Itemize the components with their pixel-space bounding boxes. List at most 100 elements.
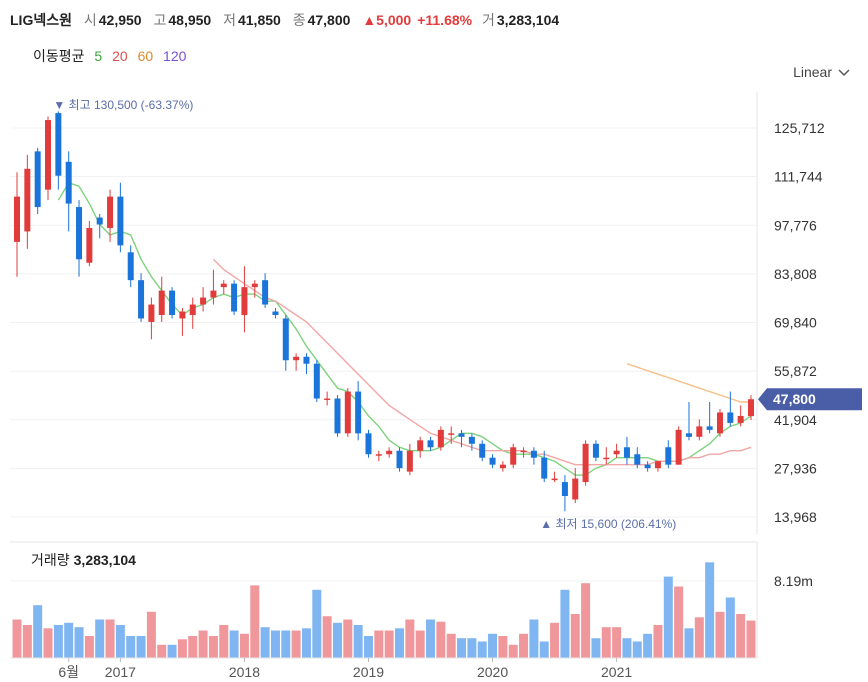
volume-bar: [281, 630, 291, 658]
candle: [685, 402, 692, 441]
scale-select[interactable]: Linear: [793, 64, 850, 80]
candle-body: [76, 207, 83, 260]
candle: [541, 450, 548, 483]
volume-bar: [426, 619, 436, 658]
low-value: 41,850: [237, 12, 281, 28]
change-value: ▲5,000: [362, 12, 412, 28]
x-tick-label: 2019: [353, 664, 384, 680]
candle: [510, 443, 517, 469]
candle-body: [468, 436, 475, 444]
candle-body: [34, 151, 41, 208]
volume-bar: [126, 636, 136, 658]
ma-legend-5[interactable]: 5: [94, 48, 103, 64]
volume-bar: [736, 614, 746, 658]
candle: [479, 440, 486, 462]
ma-legend-60[interactable]: 60: [137, 48, 154, 64]
candle: [696, 419, 703, 441]
x-tick-label: 2021: [601, 664, 632, 680]
candle: [282, 314, 289, 371]
candle: [169, 287, 176, 319]
change-percent: +11.68%: [417, 12, 473, 28]
candle-body: [603, 457, 610, 460]
volume-label: 거: [481, 12, 495, 28]
candle-body: [158, 290, 165, 315]
volume-bar: [353, 625, 363, 658]
candle: [582, 440, 589, 486]
volume-bar: [74, 627, 84, 658]
candle: [86, 220, 93, 267]
candle-body: [706, 426, 713, 430]
candle: [127, 245, 134, 288]
candle-body: [324, 398, 331, 401]
candle-body: [241, 287, 248, 315]
candle-body: [210, 290, 217, 298]
candle: [458, 429, 465, 448]
current-price-tag: 47,800: [758, 388, 862, 411]
candle: [210, 269, 217, 305]
low-label: 저: [223, 12, 236, 28]
candle-body: [541, 457, 548, 479]
x-tick-label: 2020: [477, 664, 508, 680]
candle-body: [355, 391, 362, 434]
candle: [24, 154, 31, 249]
volume-bar: [84, 636, 94, 658]
annotations: ▼ 최고 130,500 (-63.37%) ▲ 최저 15,600 (206.4…: [53, 98, 676, 531]
candles: [14, 111, 754, 512]
volume-bar: [467, 638, 477, 658]
price-tag-shape: [758, 388, 862, 411]
price-tag-label: 47,800: [773, 391, 816, 407]
volume-bar: [446, 633, 456, 658]
candle-body: [282, 318, 289, 361]
candle: [530, 447, 537, 465]
candle: [76, 200, 83, 277]
candle-body: [685, 433, 692, 437]
candle: [138, 273, 145, 322]
volume-bar: [663, 576, 673, 658]
max-price-annotation: ▼ 최고 130,500 (-63.37%): [53, 98, 193, 112]
y-tick-label: 83,808: [774, 266, 817, 282]
candle-body: [437, 429, 444, 448]
x-tick-label: 6월: [58, 664, 79, 680]
volume-bar: [415, 630, 425, 658]
volume-bar: [229, 630, 239, 658]
volume-bar: [12, 619, 22, 658]
volume-bar: [291, 630, 301, 658]
candle: [313, 360, 320, 403]
candle-body: [406, 450, 413, 472]
candle: [644, 461, 651, 472]
candle-body: [344, 391, 351, 434]
volume-bar: [322, 616, 332, 658]
candle: [355, 381, 362, 441]
ma-legend-20[interactable]: 20: [112, 48, 128, 64]
candle: [65, 151, 72, 232]
candle-body: [138, 280, 145, 319]
candle: [448, 426, 455, 444]
candle-body: [448, 433, 455, 435]
candle-body: [107, 196, 114, 228]
scale-label: Linear: [793, 64, 832, 80]
candle: [251, 280, 258, 298]
candle: [665, 440, 672, 469]
x-tick-label: 2018: [229, 664, 260, 680]
volume-bar: [539, 641, 549, 658]
volume-bar: [488, 633, 498, 658]
volume-bar: [374, 630, 384, 658]
candle-body: [45, 120, 52, 190]
candle-body: [127, 252, 134, 281]
volume-axis-label: 8.19m: [774, 573, 813, 589]
candle-body: [386, 450, 393, 455]
volume-bar: [725, 597, 735, 658]
volume-bar: [301, 628, 311, 658]
candle-body: [86, 227, 93, 263]
y-tick-label: 13,968: [774, 509, 817, 525]
ma-legend-120[interactable]: 120: [163, 48, 187, 64]
candle-body: [489, 457, 496, 465]
candle: [386, 447, 393, 458]
volume-bar: [64, 622, 74, 658]
candle: [489, 454, 496, 469]
volume-bar: [519, 633, 529, 658]
candle-body: [396, 450, 403, 469]
candle-body: [303, 356, 310, 364]
volume-bar: [198, 630, 208, 658]
